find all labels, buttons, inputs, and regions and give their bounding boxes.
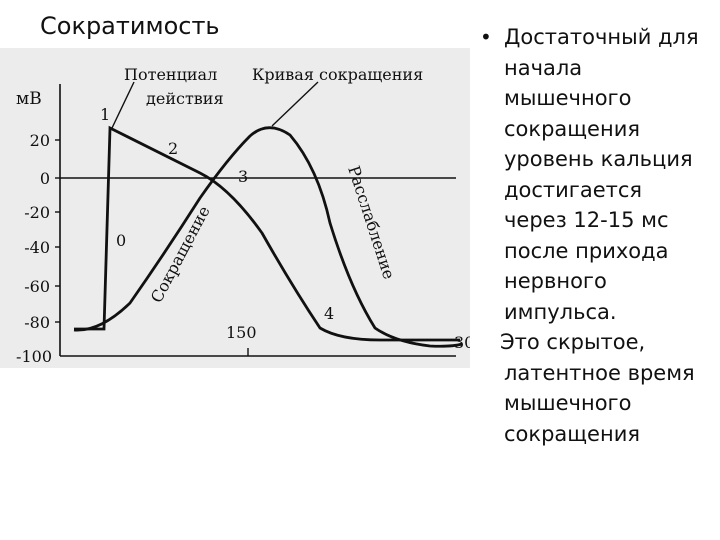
x-tick-label: 150 [226,323,257,342]
label-action-potential: действия [146,89,224,108]
y-axis-unit: мВ [16,89,42,109]
slide-text: • Достаточный для начала мышечного сокра… [476,22,720,449]
phase-label: 4 [324,304,334,323]
bullet-item: • Достаточный для начала мышечного сокра… [476,22,720,327]
y-tick-label: -100 [16,347,52,366]
text-line: после прихода [504,238,669,263]
phase-label: 0 [116,231,126,250]
text-line: латентное время [504,360,695,385]
slide-title: Сократимость [40,12,220,40]
text-line: сокращения [504,116,640,141]
action-potential-diagram: мВ 20 0 -20 -40 -60 -80 -100 150 300 Пот… [0,48,470,368]
phase-label: 2 [168,139,178,158]
label-contraction-curve: Кривая сокращения [252,65,423,84]
y-tick-label: -80 [24,313,50,332]
y-tick-label: -40 [24,238,50,257]
bullet-dot: • [480,25,492,49]
pointer-line [111,81,135,129]
text-line: сокращения [504,421,640,446]
label-contraction: Сокращение [147,203,214,306]
contraction-curve [73,126,463,348]
label-action-potential: Потенциал [124,65,217,84]
text-line: уровень кальция [504,147,693,171]
label-relaxation: Расслабление [344,163,399,281]
text-line: мышечного [504,86,632,110]
text-line: Достаточный для [504,25,699,49]
text-line: мышечного [504,391,632,415]
action-potential-curve [74,125,460,342]
y-tick-label: -20 [24,203,50,222]
y-tick-label: 20 [30,131,50,150]
text-line: достигается [504,177,643,202]
y-tick-label: -60 [24,277,50,296]
phase-label: 3 [238,167,248,186]
pointer-line [271,81,319,127]
text-line: через 12-15 мс [504,208,669,232]
phase-label: 1 [100,105,110,124]
text-line: Это скрытое, [500,330,646,354]
y-tick-label: 0 [40,169,50,188]
x-tick-label: 300 [454,333,470,352]
text-line: импульса. [504,299,617,324]
text-line: начала [504,55,583,80]
diagram-svg: мВ 20 0 -20 -40 -60 -80 -100 150 300 Пот… [16,65,470,366]
paragraph: Это скрытое, латентное время мышечного с… [476,327,720,449]
text-line: нервного [504,269,607,293]
